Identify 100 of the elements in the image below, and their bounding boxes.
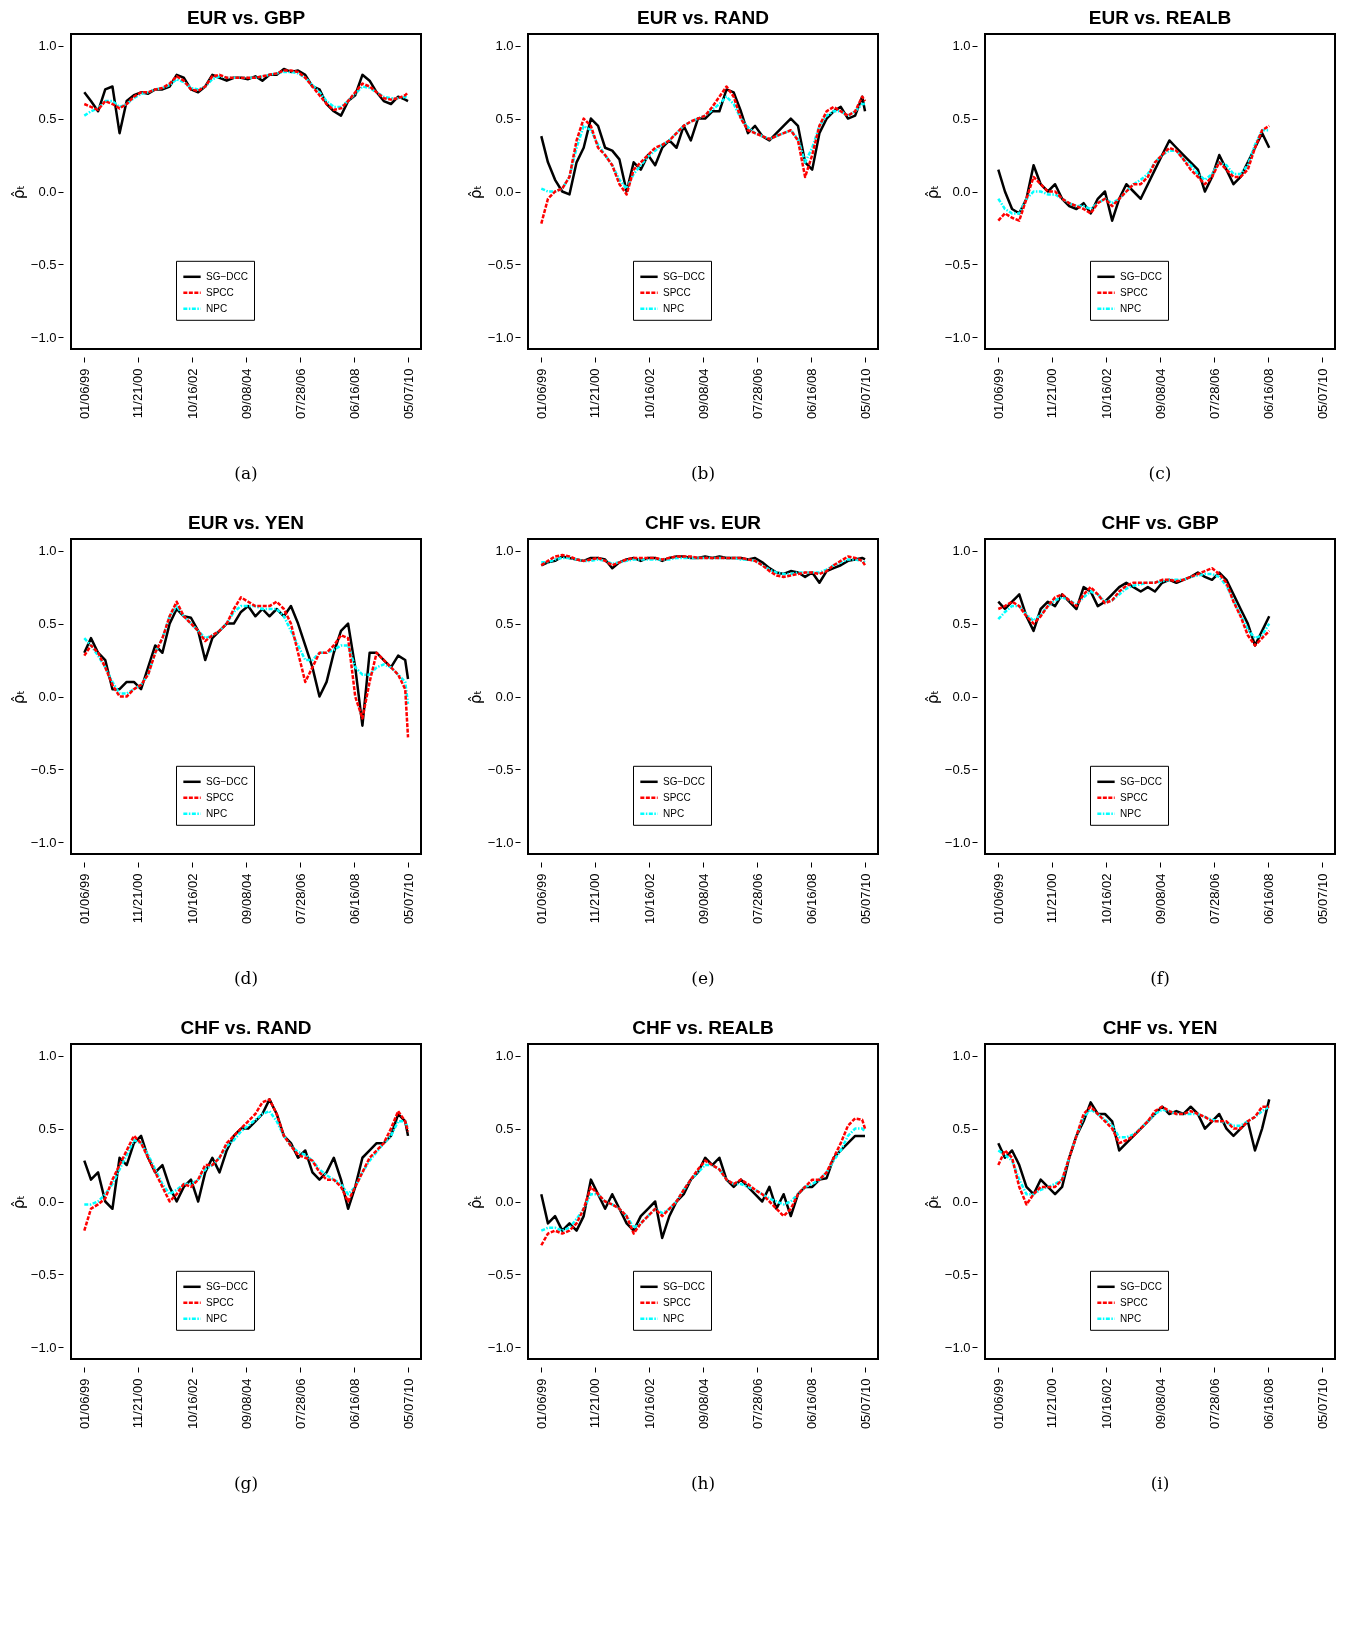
y-tick-label: 0.0	[495, 184, 514, 199]
y-tick-label: −0.5	[30, 1266, 57, 1282]
legend-label: SG−DCC	[1120, 1280, 1162, 1292]
x-tick-label: 01/06/99	[76, 873, 92, 925]
y-tick-label: −1.0	[30, 329, 57, 345]
y-axis-title: ρ̂ₜ	[923, 690, 942, 704]
y-tick-label: −1.0	[487, 834, 514, 850]
legend-label: NPC	[206, 1312, 228, 1324]
text: (d)	[233, 968, 259, 988]
legend-label: NPC	[206, 302, 228, 314]
x-tick-label: 05/07/10	[1314, 368, 1330, 420]
chart-title: CHF vs. GBP	[1101, 512, 1219, 533]
x-tick-label: 06/16/08	[1260, 1378, 1276, 1430]
x-tick-label: 05/07/10	[400, 1378, 416, 1430]
legend-label: NPC	[1120, 1312, 1142, 1324]
x-tick-label: 09/08/04	[238, 1378, 254, 1430]
x-tick-label: 11/21/00	[587, 873, 603, 924]
legend-label: SG−DCC	[206, 775, 248, 787]
x-tick-label: 09/08/04	[695, 368, 711, 420]
x-tick-label: 10/16/02	[184, 873, 200, 925]
x-tick-label: 11/21/00	[130, 368, 146, 419]
x-tick-label: 09/08/04	[1152, 368, 1168, 420]
x-tick-label: 10/16/02	[641, 1378, 657, 1430]
y-tick-label: 1.0	[952, 38, 971, 54]
x-tick-label: 07/28/06	[749, 873, 765, 925]
y-tick-label: −1.0	[944, 834, 971, 850]
x-tick-label: 10/16/02	[641, 873, 657, 925]
x-tick-label: 09/08/04	[238, 873, 254, 925]
y-axis-title: ρ̂ₜ	[9, 1195, 28, 1209]
x-tick-label: 09/08/04	[1152, 1378, 1168, 1430]
x-tick-label: 10/16/02	[1098, 368, 1114, 420]
legend-label: SG−DCC	[206, 1280, 248, 1292]
x-tick-label: 01/06/99	[533, 873, 549, 925]
y-tick-label: −0.5	[487, 761, 514, 777]
x-tick-label: 07/28/06	[1206, 873, 1222, 925]
y-tick-label: 0.5	[38, 111, 57, 127]
x-tick-label: 07/28/06	[749, 368, 765, 420]
x-tick-label: 09/08/04	[238, 368, 254, 420]
y-axis-title: ρ̂ₜ	[466, 690, 485, 704]
text: (h)	[690, 1473, 716, 1493]
x-tick-label: 07/28/06	[292, 1378, 308, 1430]
x-tick-label: 05/07/10	[400, 873, 416, 925]
y-tick-label: −0.5	[30, 256, 57, 272]
chart-title: EUR vs. YEN	[188, 512, 304, 533]
x-tick-label: 11/21/00	[1044, 1378, 1060, 1429]
x-tick-label: 09/08/04	[1152, 873, 1168, 925]
y-tick-label: 0.5	[38, 616, 57, 632]
legend-label: NPC	[663, 1312, 685, 1324]
x-tick-label: 06/16/08	[803, 368, 819, 420]
y-tick-label: 0.0	[495, 689, 514, 704]
y-tick-label: −1.0	[30, 834, 57, 850]
chart-title: EUR vs. REALB	[1088, 7, 1232, 28]
x-tick-label: 06/16/08	[346, 1378, 362, 1430]
legend-label: NPC	[206, 807, 228, 819]
y-tick-label: 0.5	[495, 1121, 514, 1137]
y-axis-title: ρ̂ₜ	[9, 690, 28, 704]
y-axis-title: ρ̂ₜ	[9, 185, 28, 199]
legend-label: SPCC	[663, 791, 691, 803]
y-tick-label: 0.0	[38, 184, 57, 199]
chart-title: CHF vs. RAND	[180, 1017, 312, 1038]
chart-title: EUR vs. RAND	[637, 7, 769, 28]
legend-label: SPCC	[206, 286, 234, 298]
y-tick-label: 1.0	[495, 543, 514, 559]
x-tick-label: 01/06/99	[990, 368, 1006, 420]
x-tick-label: 05/07/10	[1314, 1378, 1330, 1430]
legend-label: SPCC	[1120, 791, 1148, 803]
y-tick-label: 1.0	[38, 1048, 57, 1064]
y-tick-label: 0.0	[952, 184, 971, 199]
y-tick-label: −1.0	[944, 1339, 971, 1355]
x-tick-label: 05/07/10	[857, 1378, 873, 1430]
y-axis-title: ρ̂ₜ	[466, 185, 485, 199]
x-tick-label: 11/21/00	[587, 368, 603, 419]
x-tick-label: 11/21/00	[130, 1378, 146, 1429]
x-tick-label: 01/06/99	[990, 873, 1006, 925]
y-tick-label: −0.5	[944, 761, 971, 777]
chart-title: CHF vs. EUR	[644, 512, 762, 533]
x-tick-label: 11/21/00	[587, 1378, 603, 1429]
x-tick-label: 07/28/06	[1206, 1378, 1222, 1430]
y-tick-label: −1.0	[944, 329, 971, 345]
x-tick-label: 10/16/02	[641, 368, 657, 420]
x-tick-label: 01/06/99	[533, 1378, 549, 1430]
x-tick-label: 05/07/10	[1314, 873, 1330, 925]
y-tick-label: 0.5	[38, 1121, 57, 1137]
x-tick-label: 06/16/08	[803, 873, 819, 925]
y-tick-label: 1.0	[495, 38, 514, 54]
y-tick-label: 0.5	[952, 1121, 971, 1137]
y-axis-title: ρ̂ₜ	[923, 1195, 942, 1209]
x-tick-label: 10/16/02	[1098, 1378, 1114, 1430]
legend-label: SG−DCC	[663, 1280, 705, 1292]
legend-label: SPCC	[206, 791, 234, 803]
x-tick-label: 07/28/06	[749, 1378, 765, 1430]
x-tick-label: 01/06/99	[533, 368, 549, 420]
y-tick-label: 0.5	[952, 111, 971, 127]
y-tick-label: −1.0	[487, 329, 514, 345]
y-tick-label: 1.0	[38, 38, 57, 54]
y-tick-label: 1.0	[952, 1048, 971, 1064]
text: (c)	[1148, 463, 1172, 483]
y-tick-label: 1.0	[952, 543, 971, 559]
y-tick-label: −0.5	[487, 1266, 514, 1282]
x-tick-label: 06/16/08	[1260, 873, 1276, 925]
